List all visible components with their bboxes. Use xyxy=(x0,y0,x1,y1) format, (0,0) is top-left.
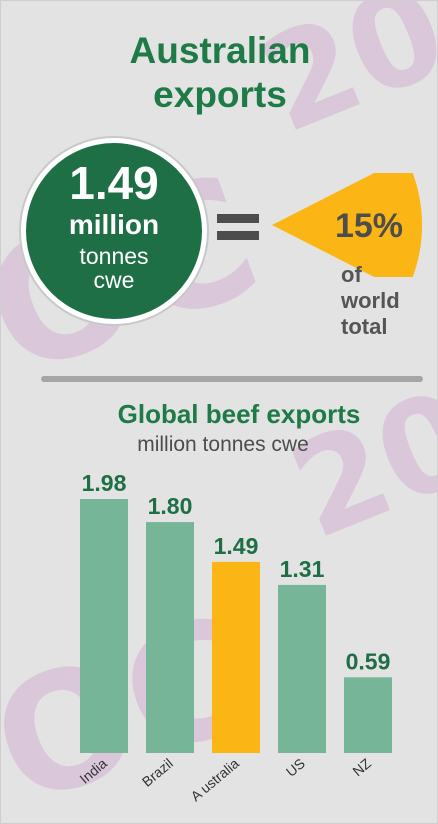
bar-a-ustralia xyxy=(212,561,260,753)
bar-value-label: 1.49 xyxy=(214,533,259,559)
category-label: India xyxy=(76,755,110,787)
category-label: Brazil xyxy=(139,755,176,790)
category-label: US xyxy=(283,755,308,780)
category-label: NZ xyxy=(349,755,374,780)
bar-india xyxy=(80,499,128,753)
equals-sign xyxy=(217,210,259,244)
chart-title: Global beef exports xyxy=(117,399,361,429)
equals-bar xyxy=(217,214,259,223)
bar-value-label: 1.31 xyxy=(280,556,325,582)
bar-nz xyxy=(344,677,392,753)
world-share-wedge xyxy=(272,173,423,277)
world-share-label: of xyxy=(341,262,362,287)
bar-value-label: 1.80 xyxy=(148,493,193,519)
title-line-1: Australian xyxy=(129,30,311,71)
world-share-label: world xyxy=(341,288,400,313)
chart-subtitle: million tonnes cwe xyxy=(137,433,309,456)
bar-value-label: 0.59 xyxy=(346,648,391,674)
section-divider xyxy=(41,376,423,382)
category-label: A ustralia xyxy=(188,755,243,804)
export-volume-unit: million xyxy=(68,209,160,240)
export-volume-unit: tonnes xyxy=(79,243,149,269)
world-share-wedge-shape xyxy=(272,173,423,277)
bar-brazil xyxy=(146,522,194,753)
equals-bar xyxy=(217,231,259,240)
bar-us xyxy=(278,584,326,753)
export-volume-unit: cwe xyxy=(93,267,135,293)
world-share-value: 15% xyxy=(334,207,404,245)
title-line-2: exports xyxy=(153,74,287,115)
world-share-label: total xyxy=(341,314,388,339)
export-volume-circle: 1.49 million tonnes cwe xyxy=(26,143,202,319)
export-volume-value: 1.49 xyxy=(69,157,159,209)
bar-value-label: 1.98 xyxy=(82,470,127,496)
